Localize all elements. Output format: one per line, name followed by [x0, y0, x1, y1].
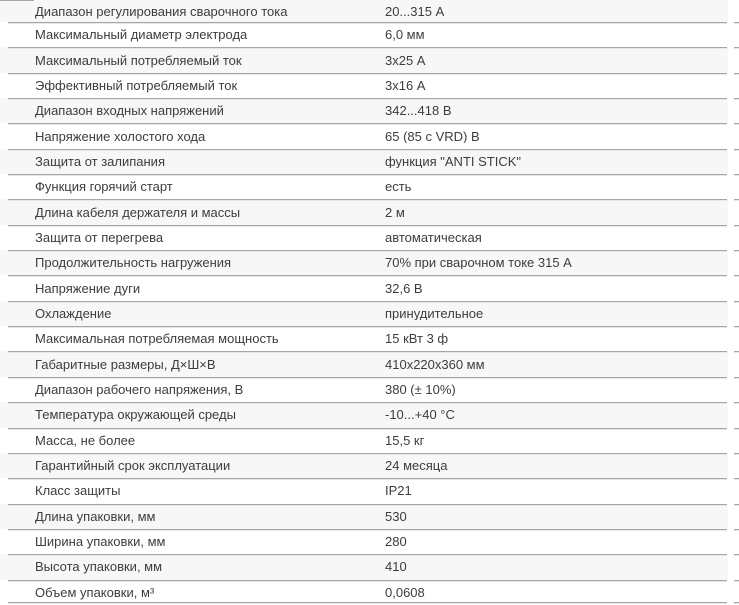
spec-label: Охлаждение — [35, 305, 112, 321]
spec-label: Ширина упаковки, мм — [35, 534, 166, 550]
spec-value: 280 — [385, 535, 407, 549]
spec-label: Максимальный диаметр электрода — [35, 27, 248, 43]
spec-value: 15 кВт 3 ф — [385, 332, 449, 346]
spec-row: Защита от залипания функция "ANTI STICK" — [0, 148, 739, 175]
spec-label: Гарантийный срок эксплуатации — [35, 458, 231, 474]
spec-label: Продолжительность нагружения — [35, 255, 232, 271]
spec-value: 20...315 А — [385, 4, 445, 18]
spec-row: Диапазон входных напряжений 342...418 В — [0, 98, 739, 124]
spec-row: Функция горячий старт есть — [0, 174, 739, 199]
table-bottom-border — [8, 602, 727, 603]
spec-row: Габаритные размеры, Д×Ш×В 410х220х360 мм — [0, 351, 739, 377]
spec-row: Диапазон рабочего напряжения, В 380 (± 1… — [0, 376, 739, 402]
spec-label: Функция горячий старт — [35, 179, 173, 195]
spec-row: Продолжительность нагружения 70% при сва… — [0, 250, 739, 276]
spec-row: Эффективный потребляемый ток 3х16 А — [0, 72, 739, 98]
spec-label: Габаритные размеры, Д×Ш×В — [35, 356, 216, 372]
spec-label: Диапазон входных напряжений — [35, 103, 224, 119]
spec-value: принудительное — [385, 306, 484, 320]
spec-row: Напряжение холостого хода 65 (85 с VRD) … — [0, 123, 739, 148]
spec-row: Объем упаковки, м³ 0,0608 — [0, 579, 739, 605]
spec-value: 3х16 А — [385, 78, 426, 92]
spec-row: Максимальный потребляемый ток 3х25 А — [0, 47, 739, 73]
spec-row: Класс защиты IP21 — [0, 478, 739, 503]
spec-value: 380 (± 10%) — [385, 382, 456, 396]
spec-row: Длина упаковки, мм 530 — [0, 503, 739, 529]
table-bottom-border-tick — [734, 602, 739, 603]
spec-row: Высота упаковки, мм 410 — [0, 554, 739, 580]
spec-value: 15,5 кг — [385, 433, 425, 447]
spec-value: 410х220х360 мм — [385, 357, 485, 371]
spec-row: Максимальный диаметр электрода 6,0 мм — [0, 22, 739, 47]
spec-label: Температура окружающей среды — [35, 407, 236, 423]
spec-label: Класс защиты — [35, 483, 121, 499]
spec-label: Эффективный потребляемый ток — [35, 77, 238, 93]
spec-value: есть — [385, 180, 412, 194]
spec-row: Длина кабеля держателя и массы 2 м — [0, 199, 739, 225]
spec-label: Высота упаковки, мм — [35, 559, 163, 575]
spec-value: -10...+40 °С — [385, 408, 455, 422]
spec-value: 24 месяца — [385, 459, 448, 473]
spec-value: автоматическая — [385, 230, 482, 244]
spec-row: Ширина упаковки, мм 280 — [0, 528, 739, 554]
spec-label: Объем упаковки, м³ — [35, 584, 155, 600]
spec-label: Масса, не более — [35, 432, 136, 448]
spec-row: Гарантийный срок эксплуатации 24 месяца — [0, 452, 739, 479]
spec-row: Максимальная потребляемая мощность 15 кВ… — [0, 326, 739, 351]
spec-value: 410 — [385, 560, 407, 574]
spec-label: Длина упаковки, мм — [35, 508, 156, 524]
spec-value: 65 (85 с VRD) В — [385, 129, 480, 143]
spec-label: Защита от залипания — [35, 153, 165, 169]
spec-label: Напряжение холостого хода — [35, 128, 206, 144]
spec-label: Диапазон рабочего напряжения, В — [35, 381, 244, 397]
spec-label: Длина кабеля держателя и массы — [35, 204, 241, 220]
spec-value: 6,0 мм — [385, 28, 425, 42]
spec-value: 2 м — [385, 205, 405, 219]
spec-row: Напряжение дуги 32,6 В — [0, 275, 739, 300]
spec-value: 342...418 В — [385, 104, 452, 118]
spec-label: Максимальная потребляемая мощность — [35, 331, 279, 347]
spec-value: 3х25 А — [385, 53, 426, 67]
spec-row: Масса, не более 15,5 кг — [0, 427, 739, 453]
spec-label: Диапазон регулирования сварочного тока — [35, 3, 288, 19]
spec-value: IP21 — [385, 484, 412, 498]
spec-value: 530 — [385, 509, 407, 523]
spec-label: Защита от перегрева — [35, 229, 164, 245]
spec-row: Защита от перегрева автоматическая — [0, 224, 739, 250]
spec-row: Охлаждение принудительное — [0, 300, 739, 327]
spec-row: Диапазон регулирования сварочного тока 2… — [0, 0, 739, 22]
spec-value: функция "ANTI STICK" — [385, 154, 522, 168]
spec-value: 32,6 В — [385, 281, 423, 295]
spec-label: Максимальный потребляемый ток — [35, 52, 242, 68]
spec-value: 70% при сварочном токе 315 А — [385, 256, 572, 270]
spec-row: Температура окружающей среды -10...+40 °… — [0, 402, 739, 428]
spec-value: 0,0608 — [385, 585, 425, 599]
spec-label: Напряжение дуги — [35, 280, 141, 296]
